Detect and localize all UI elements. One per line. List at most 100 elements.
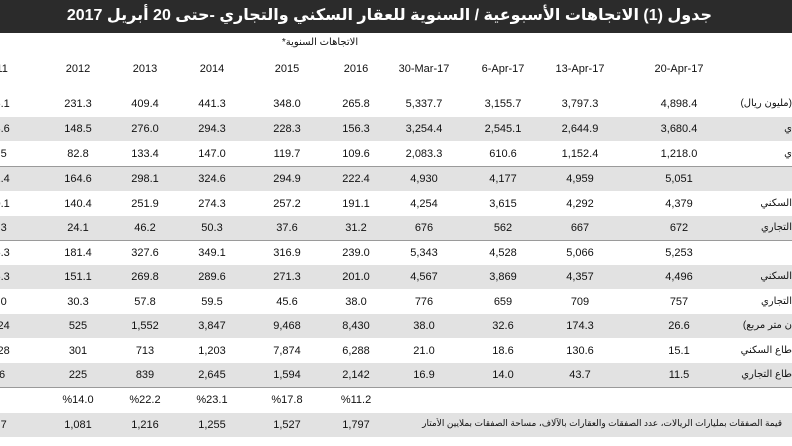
table-cell: 239.0 bbox=[342, 247, 370, 259]
table-cell: 4,528 bbox=[489, 247, 517, 259]
table-cell: 301 bbox=[68, 345, 88, 357]
row-label: طاع السكني bbox=[740, 345, 792, 356]
table-cell: 22.3 bbox=[0, 222, 7, 234]
row-label: التجاري bbox=[760, 222, 792, 233]
table-cell: 22.7 bbox=[0, 419, 7, 431]
table-cell: 667 bbox=[570, 222, 590, 234]
table-cell: 1,724 bbox=[0, 320, 10, 332]
annual-trends-subtitle: الاتجاهات السنوية* bbox=[281, 37, 359, 48]
table-cell: 4,959 bbox=[566, 173, 594, 185]
table-cell: 185.3 bbox=[0, 247, 10, 259]
table-cell: 140.4 bbox=[64, 198, 92, 210]
table-cell: 14.0 bbox=[492, 369, 514, 381]
table-cell: 7,874 bbox=[273, 345, 301, 357]
table-cell: 276.0 bbox=[131, 123, 159, 135]
table-title-bar: جدول (1) الاتجاهات الأسبوعية / السنوية ل… bbox=[0, 0, 792, 33]
table-cell: %14.0 bbox=[62, 394, 94, 406]
table-cell: 5,343 bbox=[410, 247, 438, 259]
table-cell: 409.4 bbox=[131, 98, 159, 110]
table-cell: 3,797.3 bbox=[561, 98, 599, 110]
table-row: 162.4 164.6 298.1 324.6 294.9 222.4 4,930 4,177… bbox=[0, 167, 792, 191]
column-header: 13-Apr-17 bbox=[555, 63, 605, 75]
table-cell: 1,255 bbox=[198, 419, 226, 431]
table-row: 67.5 82.8 133.4 147.0 119.7 109.6 2,083.3 610.6… bbox=[0, 142, 792, 166]
table-cell: 6,288 bbox=[342, 345, 370, 357]
table-cell: 4,930 bbox=[410, 173, 438, 185]
table-cell: 271.3 bbox=[273, 271, 301, 283]
table-cell: 1,203 bbox=[198, 345, 226, 357]
table-cell: 3,254.4 bbox=[405, 123, 443, 135]
section-divider bbox=[0, 166, 792, 167]
row-label: طاع التجاري bbox=[741, 369, 792, 380]
table-cell: 3,155.7 bbox=[484, 98, 522, 110]
table-cell: 5,051 bbox=[665, 173, 693, 185]
table-cell: 1,527 bbox=[273, 419, 301, 431]
table-cell: 50.3 bbox=[201, 222, 223, 234]
table-cell: 109.6 bbox=[342, 148, 370, 160]
table-cell: 5,337.7 bbox=[405, 98, 443, 110]
table-row: 140.1 140.4 251.9 274.3 257.2 191.1 4,254 3,615… bbox=[0, 192, 792, 216]
table-cell: 659 bbox=[493, 296, 513, 308]
table-cell: 4,496 bbox=[665, 271, 693, 283]
table-row: 29.0 30.3 57.8 59.5 45.6 38.0 776 659 709 757 التج… bbox=[0, 290, 792, 314]
table-cell: 3,847 bbox=[198, 320, 226, 332]
table-cell: 4,177 bbox=[489, 173, 517, 185]
table-cell: 2,142 bbox=[342, 369, 370, 381]
table-cell: 57.8 bbox=[134, 296, 156, 308]
table-row: 22.3 24.1 46.2 50.3 37.6 31.2 676 562 667 672 التج… bbox=[0, 216, 792, 240]
table-row: 1,724 525 1,552 3,847 9,468 8,430 38.0 32.6 174.… bbox=[0, 314, 792, 338]
table-cell: 4,254 bbox=[410, 198, 438, 210]
table-cell: 4,292 bbox=[566, 198, 594, 210]
table-cell: 441.3 bbox=[198, 98, 226, 110]
row-label: السكني bbox=[760, 271, 792, 282]
table-cell: 3,615 bbox=[489, 198, 517, 210]
table-cell: 29.0 bbox=[0, 296, 7, 308]
table-cell: 2,545.1 bbox=[484, 123, 522, 135]
table-cell: 140.1 bbox=[0, 198, 10, 210]
table-cell: 713 bbox=[135, 345, 155, 357]
table-cell: 9,468 bbox=[273, 320, 301, 332]
column-header: 2016 bbox=[343, 63, 369, 75]
table-cell: 294.9 bbox=[273, 173, 301, 185]
column-header: 2015 bbox=[274, 63, 300, 75]
table-cell: 133.4 bbox=[131, 148, 159, 160]
table-cell: 225 bbox=[68, 369, 88, 381]
column-header: 2012 bbox=[65, 63, 91, 75]
column-header: 2014 bbox=[199, 63, 225, 75]
table-cell: 231.3 bbox=[64, 98, 92, 110]
table-cell: 327.6 bbox=[131, 247, 159, 259]
table-cell: 1,797 bbox=[342, 419, 370, 431]
table-cell: 2,644.9 bbox=[561, 123, 599, 135]
table-cell: 289.6 bbox=[198, 271, 226, 283]
table-cell: 38.0 bbox=[413, 320, 435, 332]
table-cell: 164.6 bbox=[64, 173, 92, 185]
table-cell: 265.8 bbox=[342, 98, 370, 110]
table-cell: 43.7 bbox=[569, 369, 591, 381]
table-cell: 15.1 bbox=[668, 345, 690, 357]
table-cell: 298.1 bbox=[131, 173, 159, 185]
table-cell: 4,357 bbox=[566, 271, 594, 283]
table-cell: 26.6 bbox=[668, 320, 690, 332]
table-cell: 4,898.4 bbox=[660, 98, 698, 110]
table-cell: 562 bbox=[493, 222, 513, 234]
table-cell: %17.8 bbox=[271, 394, 303, 406]
table-cell: 201.0 bbox=[342, 271, 370, 283]
table-title: جدول (1) الاتجاهات الأسبوعية / السنوية ل… bbox=[66, 7, 712, 24]
table-cell: 776 bbox=[414, 296, 434, 308]
column-header: 30-Mar-17 bbox=[398, 63, 450, 75]
table-cell: 181.4 bbox=[64, 247, 92, 259]
table-cell: 1,552 bbox=[131, 320, 159, 332]
table-cell: 1,594 bbox=[273, 369, 301, 381]
column-header: 6-Apr-17 bbox=[481, 63, 525, 75]
table-cell: 1,328 bbox=[0, 345, 10, 357]
table-cell: 156.3 bbox=[0, 271, 10, 283]
table-cell: 208.6 bbox=[0, 123, 10, 135]
column-header: 20-Apr-17 bbox=[654, 63, 704, 75]
table-cell: 276.1 bbox=[0, 98, 10, 110]
table-cell: 32.6 bbox=[492, 320, 514, 332]
table-cell: %11.2 bbox=[340, 394, 372, 406]
table-cell: 174.3 bbox=[566, 320, 594, 332]
table-row: %14.0 %22.2 %23.1 %17.8 %11.2 bbox=[0, 388, 792, 412]
table-row: 22.7 1,081 1,216 1,255 1,527 1,797 قيمة الصفقا… bbox=[0, 413, 792, 437]
table-cell: 4,379 bbox=[665, 198, 693, 210]
